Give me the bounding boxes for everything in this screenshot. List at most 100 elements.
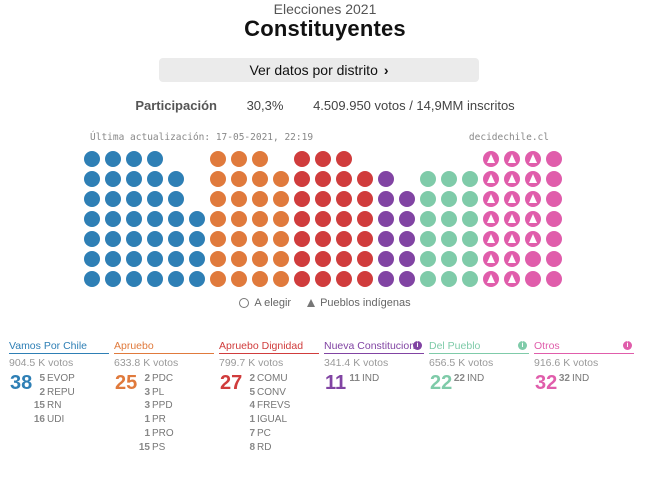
seat-dot xyxy=(210,251,226,267)
indigenous-triangle-icon xyxy=(508,174,516,183)
seat-dot xyxy=(336,251,352,267)
bloc-seat-total: 32 xyxy=(535,372,558,394)
seat-dot xyxy=(168,171,184,187)
party-seats: 8 xyxy=(249,441,255,453)
party-name: RD xyxy=(257,441,272,453)
indigenous-triangle-icon xyxy=(508,194,516,203)
seat-dot xyxy=(210,231,226,247)
indigenous-triangle-icon xyxy=(508,154,516,163)
bloc-header: Apruebo Dignidad xyxy=(219,331,319,354)
seat-dot xyxy=(168,271,184,287)
info-icon[interactable]: i xyxy=(623,341,632,350)
party-name: CONV xyxy=(257,386,286,398)
seat-dot xyxy=(546,231,562,247)
indigenous-triangle-icon xyxy=(508,254,516,263)
party-row: 5 CONV xyxy=(239,386,299,400)
legend-to-elect-label: A elegir xyxy=(254,297,292,309)
bloc-column[interactable]: Del Pueblo i 656.5 K votos 22 22 IND xyxy=(429,331,529,394)
legend-indigenous: Pueblos indígenas xyxy=(307,297,411,309)
bloc-column[interactable]: Nueva Constitucion i 341.4 K votos 11 11 IND xyxy=(324,331,424,394)
seat-dot xyxy=(147,211,163,227)
seat-dot xyxy=(147,171,163,187)
seat-dot xyxy=(105,211,121,227)
seat-dot xyxy=(105,231,121,247)
seat-dot xyxy=(357,251,373,267)
party-seats: 22 xyxy=(453,373,465,384)
seat-dot xyxy=(126,211,142,227)
seat-dot xyxy=(336,151,352,167)
party-seats: 4 xyxy=(249,400,255,412)
party-seats: 1 xyxy=(144,427,150,439)
party-list: 5 EVOP 2 REPU 15 RN 16 UDI xyxy=(29,372,89,427)
seat-dot xyxy=(273,231,289,247)
indigenous-triangle-icon xyxy=(487,154,495,163)
party-seats: 32 xyxy=(558,373,570,384)
info-icon[interactable]: i xyxy=(413,341,422,350)
party-seats: 5 xyxy=(249,386,255,398)
seat-dot xyxy=(525,231,541,247)
seat-dot xyxy=(483,231,499,247)
seat-dot xyxy=(315,231,331,247)
indigenous-triangle-icon xyxy=(529,194,537,203)
seat-dot xyxy=(504,271,520,287)
party-seats: 15 xyxy=(33,400,45,412)
seat-dot xyxy=(441,251,457,267)
seat-dot xyxy=(105,171,121,187)
seat-dot xyxy=(420,171,436,187)
seat-dot xyxy=(105,191,121,207)
party-row: 2 REPU xyxy=(29,386,89,400)
seat-dot xyxy=(399,231,415,247)
seat-dot xyxy=(399,251,415,267)
seat-dot xyxy=(231,191,247,207)
bloc-column[interactable]: Otros i 916.6 K votos 32 32 IND xyxy=(534,331,634,394)
party-row: 4 FREVS xyxy=(239,399,299,413)
indigenous-triangle-icon xyxy=(487,194,495,203)
seat-dot xyxy=(126,151,142,167)
bloc-column[interactable]: Vamos Por Chile 904.5 K votos 38 5 EVOP 2 REPU… xyxy=(9,331,109,425)
indigenous-triangle-icon xyxy=(508,274,516,283)
bloc-name: Del Pueblo xyxy=(429,340,481,352)
party-seats: 3 xyxy=(144,386,150,398)
district-data-button[interactable]: Ver datos por distrito › xyxy=(159,58,479,82)
chevron-right-icon: › xyxy=(383,62,389,78)
seat-dot xyxy=(315,171,331,187)
info-icon[interactable]: i xyxy=(518,341,527,350)
seat-dot xyxy=(504,171,520,187)
seat-dot xyxy=(168,211,184,227)
seat-dot xyxy=(168,251,184,267)
bloc-column[interactable]: Apruebo 633.8 K votos 25 2 PDC 3 PL 3 PPD 1 PR 1 PRO… xyxy=(114,331,214,453)
party-row: 7 PC xyxy=(239,427,299,441)
party-row: 15 RN xyxy=(29,399,89,413)
seat-dot xyxy=(231,211,247,227)
seat-dot xyxy=(378,271,394,287)
seat-dot xyxy=(84,151,100,167)
bloc-header: Apruebo xyxy=(114,331,214,354)
party-row: 11 IND xyxy=(344,372,404,386)
seat-dot xyxy=(147,251,163,267)
source-link[interactable]: decidechile.cl xyxy=(468,132,549,143)
seat-dot xyxy=(378,171,394,187)
seat-dot xyxy=(462,231,478,247)
bloc-seat-total: 38 xyxy=(10,372,33,394)
seat-dot xyxy=(126,251,142,267)
seat-dot xyxy=(483,151,499,167)
bloc-votes: 904.5 K votos xyxy=(9,357,74,369)
seat-dot xyxy=(210,151,226,167)
party-name: COMU xyxy=(257,373,288,384)
seat-dot xyxy=(357,171,373,187)
party-list: 2 PDC 3 PL 3 PPD 1 PR 1 PRO 15 PS xyxy=(134,372,194,454)
participation-summary: Participación 30,3% 4.509.950 votos / 14… xyxy=(0,98,650,113)
seat-dot xyxy=(294,171,310,187)
bloc-column[interactable]: Apruebo Dignidad 799.7 K votos 27 2 COMU 5 CON… xyxy=(219,331,319,453)
header-supertitle: Elecciones 2021 xyxy=(273,1,377,17)
bloc-name: Apruebo xyxy=(114,340,154,352)
seat-dot xyxy=(315,191,331,207)
seat-dot xyxy=(273,191,289,207)
bloc-seat-total: 25 xyxy=(115,372,138,394)
seat-dot xyxy=(315,251,331,267)
legend-indigenous-label: Pueblos indígenas xyxy=(320,297,411,309)
seat-dot xyxy=(525,211,541,227)
seat-dot xyxy=(315,211,331,227)
seat-dot xyxy=(462,191,478,207)
bloc-header: Nueva Constitucion i xyxy=(324,331,424,354)
